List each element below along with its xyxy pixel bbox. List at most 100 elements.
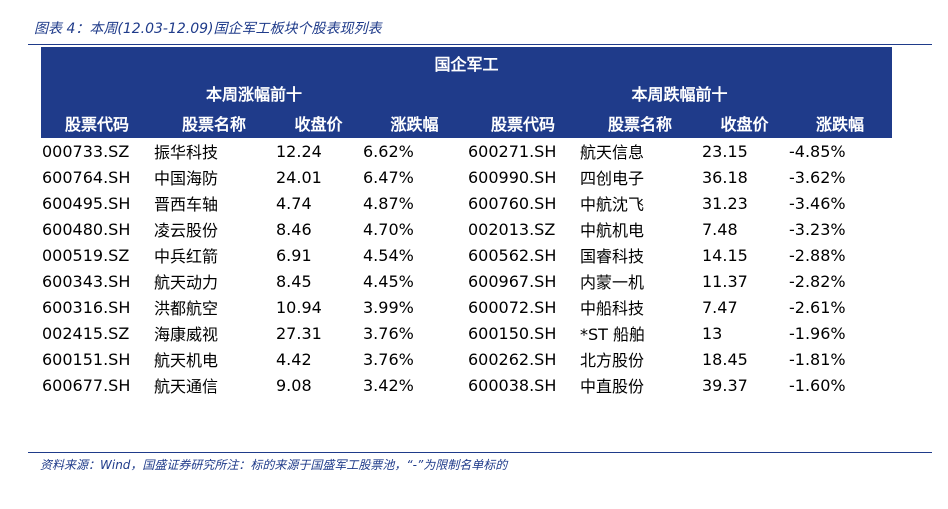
stock-code-cell: 600562.SH (468, 245, 557, 265)
close-price-cell: 9.08 (276, 375, 312, 395)
stock-performance-table: 国企军工 本周涨幅前十 本周跌幅前十 股票代码 股票名称 收盘价 涨跌幅 股票代码 股票名… (41, 47, 893, 398)
close-price-cell: 11.37 (702, 271, 748, 291)
close-price-cell: 4.74 (276, 193, 312, 213)
change-pct-cell: -2.82% (789, 271, 846, 291)
stock-name-cell: 中直股份 (580, 377, 645, 396)
change-pct-cell: -4.85% (789, 141, 846, 161)
table-title-row: 国企军工 (41, 47, 893, 78)
close-price-cell: 36.18 (702, 167, 748, 187)
group-header-row: 本周涨幅前十 本周跌幅前十 (41, 78, 893, 108)
close-price-cell: 8.45 (276, 271, 312, 291)
stock-name-cell: 中国海防 (154, 169, 219, 188)
close-price-cell: 7.47 (702, 297, 738, 317)
close-price-cell: 13 (702, 323, 723, 343)
change-pct-cell: -2.88% (789, 245, 846, 265)
stock-code-cell: 600760.SH (468, 193, 557, 213)
close-price-cell: 4.42 (276, 349, 312, 369)
source-divider (28, 452, 932, 453)
change-pct-cell: 4.45% (363, 271, 414, 291)
change-pct-cell: -3.23% (789, 219, 846, 239)
group-header-losers: 本周跌幅前十 (467, 78, 893, 108)
stock-code-cell: 600072.SH (468, 297, 557, 317)
stock-name-cell: 中航沈飞 (580, 195, 645, 214)
column-header: 股票名称 (579, 108, 701, 138)
stock-code-cell: 600262.SH (468, 349, 557, 369)
stock-name-cell: 航天机电 (154, 351, 219, 370)
close-price-cell: 31.23 (702, 193, 748, 213)
stock-code-cell: 600990.SH (468, 167, 557, 187)
table-row: 600495.SH 晋西车轴 4.74 4.87% 600760.SH 中航沈飞 31.23… (41, 190, 892, 216)
table-row: 002415.SZ 海康威视 27.31 3.76% 600150.SH *ST 船舶 13… (41, 320, 892, 346)
table-row: 000733.SZ 振华科技 12.24 6.62% 600271.SH 航天信息 23.1… (41, 138, 892, 164)
stock-code-cell: 600038.SH (468, 375, 557, 395)
column-header: 收盘价 (275, 108, 362, 138)
stock-name-cell: 洪都航空 (154, 299, 219, 318)
stock-code-cell: 600271.SH (468, 141, 557, 161)
close-price-cell: 10.94 (276, 297, 322, 317)
stock-name-cell: 中兵红箭 (154, 247, 219, 266)
column-header-row: 股票代码 股票名称 收盘价 涨跌幅 股票代码 股票名称 收盘价 涨跌幅 (41, 108, 893, 138)
figure-caption: 图表 4：本周(12.03-12.09)国企军工板块个股表现列表 (34, 21, 382, 37)
stock-code-cell: 600495.SH (42, 193, 131, 213)
stock-name-cell: 凌云股份 (154, 221, 219, 240)
close-price-cell: 14.15 (702, 245, 748, 265)
table-row: 600764.SH 中国海防 24.01 6.47% 600990.SH 四创电子 36.1… (41, 164, 892, 190)
stock-code-cell: 002013.SZ (468, 219, 556, 239)
change-pct-cell: 4.87% (363, 193, 414, 213)
group-header-gainers: 本周涨幅前十 (41, 78, 467, 108)
column-header: 股票名称 (153, 108, 275, 138)
stock-name-cell: 航天动力 (154, 273, 219, 292)
stock-code-cell: 600480.SH (42, 219, 131, 239)
change-pct-cell: 4.70% (363, 219, 414, 239)
stock-code-cell: 000519.SZ (42, 245, 130, 265)
column-header: 涨跌幅 (362, 108, 467, 138)
stock-name-cell: 北方股份 (580, 351, 645, 370)
column-header: 股票代码 (41, 108, 153, 138)
stock-code-cell: 000733.SZ (42, 141, 130, 161)
stock-name-cell: 内蒙一机 (580, 273, 645, 292)
caption-divider (28, 44, 932, 45)
table-body: 000733.SZ 振华科技 12.24 6.62% 600271.SH 航天信息 23.1… (41, 138, 892, 398)
table-row: 000519.SZ 中兵红箭 6.91 4.54% 600562.SH 国睿科技 14.15… (41, 242, 892, 268)
table-row: 600316.SH 洪都航空 10.94 3.99% 600072.SH 中船科技 7.47… (41, 294, 892, 320)
change-pct-cell: -3.62% (789, 167, 846, 187)
stock-name-cell: 国睿科技 (580, 247, 645, 266)
close-price-cell: 12.24 (276, 141, 322, 161)
stock-name-cell: 中船科技 (580, 299, 645, 318)
close-price-cell: 39.37 (702, 375, 748, 395)
stock-code-cell: 600343.SH (42, 271, 131, 291)
close-price-cell: 24.01 (276, 167, 322, 187)
change-pct-cell: 6.47% (363, 167, 414, 187)
change-pct-cell: 3.42% (363, 375, 414, 395)
close-price-cell: 6.91 (276, 245, 312, 265)
stock-code-cell: 600764.SH (42, 167, 131, 187)
stock-name-cell: 振华科技 (154, 143, 219, 162)
stock-name-cell: 晋西车轴 (154, 195, 219, 214)
change-pct-cell: -1.96% (789, 323, 846, 343)
stock-code-cell: 600677.SH (42, 375, 131, 395)
change-pct-cell: -3.46% (789, 193, 846, 213)
stock-name-cell: 中航机电 (580, 221, 645, 240)
table-title: 国企军工 (41, 47, 893, 78)
table-row: 600343.SH 航天动力 8.45 4.45% 600967.SH 内蒙一机 11.37… (41, 268, 892, 294)
stock-name-cell: 航天信息 (580, 143, 645, 162)
stock-name-cell: 四创电子 (580, 169, 645, 188)
stock-name-cell: 海康威视 (154, 325, 219, 344)
column-header: 涨跌幅 (788, 108, 893, 138)
change-pct-cell: 3.76% (363, 323, 414, 343)
change-pct-cell: 4.54% (363, 245, 414, 265)
stock-code-cell: 600150.SH (468, 323, 557, 343)
close-price-cell: 27.31 (276, 323, 322, 343)
stock-code-cell: 002415.SZ (42, 323, 130, 343)
stock-code-cell: 600967.SH (468, 271, 557, 291)
source-note: 资料来源：Wind，国盛证券研究所注：标的来源于国盛军工股票池，“-”为限制名单… (40, 458, 508, 472)
change-pct-cell: 3.76% (363, 349, 414, 369)
change-pct-cell: -2.61% (789, 297, 846, 317)
column-header: 股票代码 (467, 108, 579, 138)
column-header: 收盘价 (701, 108, 788, 138)
stock-code-cell: 600151.SH (42, 349, 131, 369)
stock-code-cell: 600316.SH (42, 297, 131, 317)
close-price-cell: 18.45 (702, 349, 748, 369)
table-row: 600480.SH 凌云股份 8.46 4.70% 002013.SZ 中航机电 7.48 -… (41, 216, 892, 242)
change-pct-cell: -1.60% (789, 375, 846, 395)
